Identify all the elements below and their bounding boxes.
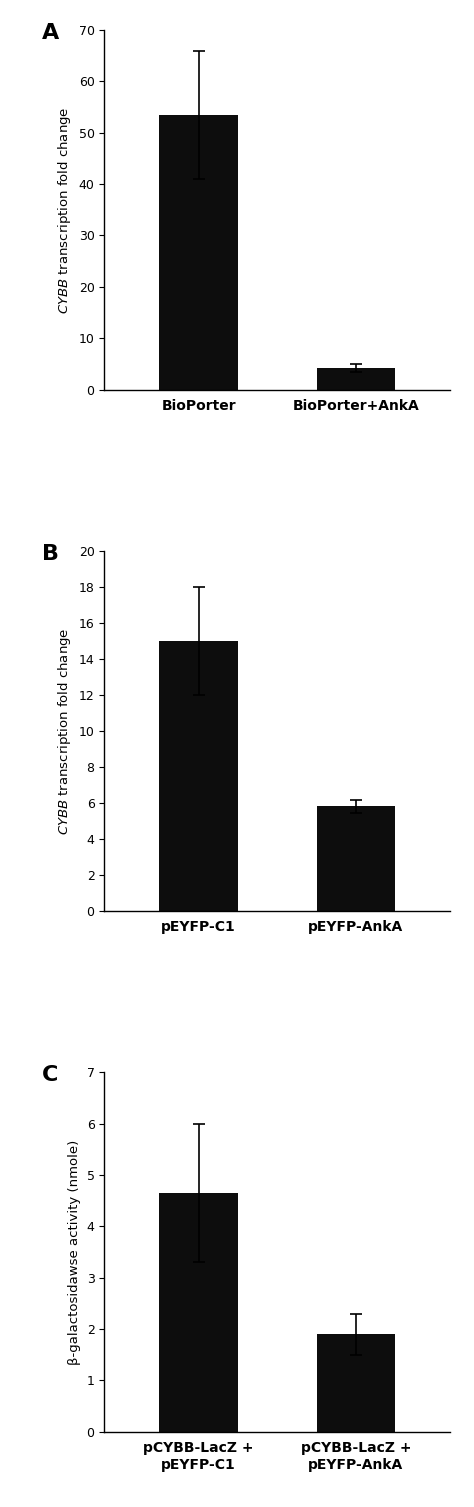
Bar	[317, 806, 395, 910]
Y-axis label: $\it{CYBB}$ transcription fold change: $\it{CYBB}$ transcription fold change	[56, 105, 73, 313]
Text: B: B	[42, 544, 59, 564]
Bar	[159, 115, 238, 389]
Bar	[317, 368, 395, 389]
Bar	[159, 640, 238, 910]
Bar	[317, 1334, 395, 1432]
Y-axis label: $\it{CYBB}$ transcription fold change: $\it{CYBB}$ transcription fold change	[56, 627, 73, 835]
Text: C: C	[42, 1065, 58, 1085]
Text: A: A	[42, 23, 59, 44]
Bar	[159, 1194, 238, 1432]
Y-axis label: β-galactosidawse activity (nmole): β-galactosidawse activity (nmole)	[68, 1139, 81, 1365]
